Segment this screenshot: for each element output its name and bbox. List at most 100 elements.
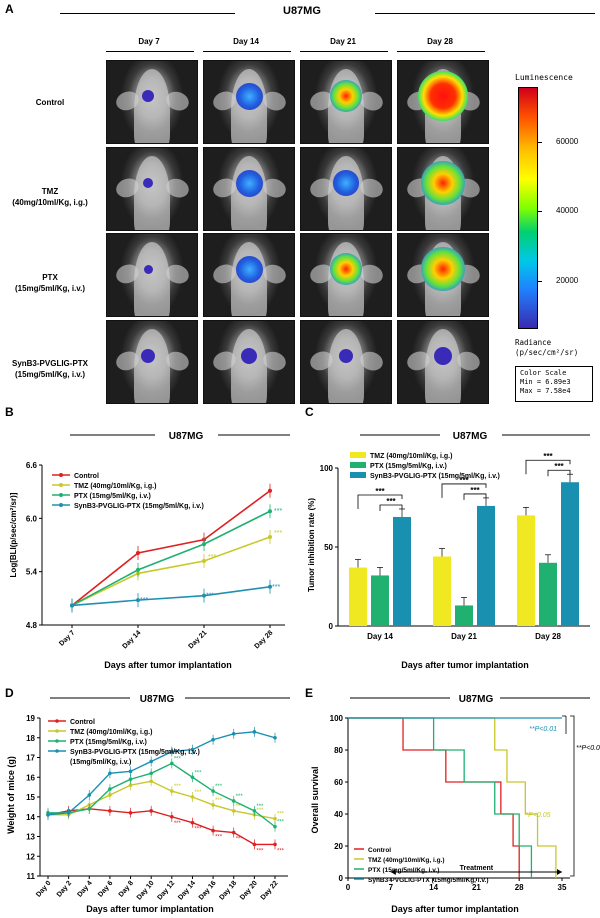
d-significance-mark: *** xyxy=(174,821,182,827)
d-ylabel: Weight of mice (g) xyxy=(6,756,16,834)
e-xtick-label: 21 xyxy=(472,883,481,892)
bli-image xyxy=(106,147,198,231)
d-legend-dot xyxy=(55,729,59,733)
b-point xyxy=(268,584,272,589)
day-line-28 xyxy=(397,51,485,52)
b-legend-label: Control xyxy=(74,473,99,480)
d-point xyxy=(231,809,236,813)
d-point xyxy=(273,824,277,829)
bli-image xyxy=(203,147,295,231)
colorbar-tick-60000: 60000 xyxy=(556,137,579,146)
row-label-tmz-line2: (40mg/10ml/Kg, i.g.) xyxy=(12,198,88,207)
b-xtick-label: Day 14 xyxy=(121,629,142,650)
d-point xyxy=(273,735,277,740)
radiance-label: Radiance (p/sec/cm²/sr) xyxy=(515,338,578,358)
e-ytick-label: 20 xyxy=(334,842,343,851)
d-point xyxy=(87,807,92,811)
b-point xyxy=(70,603,74,608)
d-point xyxy=(170,814,174,819)
d-legend-dot xyxy=(55,719,59,723)
row-label-synb3-line2: (15mg/5ml/Kg, i.v.) xyxy=(14,370,86,379)
b-point xyxy=(202,559,206,563)
d-legend-label: PTX (15mg/5ml/Kg, i.v.) xyxy=(70,739,147,746)
bioluminescence-signal xyxy=(333,170,359,196)
panel-b-chart: U87MG 4.8 5.4 6.0 6.6 Day 7 Day 14 Day 21 Day 2… xyxy=(9,431,290,670)
c-xtick-label: Day 21 xyxy=(451,632,477,641)
b-point xyxy=(136,598,140,603)
bioluminescence-signal xyxy=(235,255,263,283)
d-point xyxy=(108,809,112,813)
d-point xyxy=(211,828,215,833)
d-significance-mark: *** xyxy=(215,784,223,790)
d-ytick-label: 11 xyxy=(27,872,36,881)
row-label-tmz: TMZ (40mg/10ml/Kg, i.g.) xyxy=(0,186,100,208)
c-ytick-label: 100 xyxy=(320,464,334,473)
b-significance-mark: *** xyxy=(274,508,282,515)
d-point xyxy=(170,761,174,766)
b-xtick-label: Day 21 xyxy=(187,629,208,650)
d-point xyxy=(190,795,195,799)
day-label-28: Day 28 xyxy=(427,37,453,46)
c-sig-label: *** xyxy=(386,497,396,506)
d-title: U87MG xyxy=(140,694,175,705)
bli-image xyxy=(300,147,392,231)
b-series-line xyxy=(71,510,271,607)
d-series-line xyxy=(47,731,276,816)
d-point xyxy=(252,730,257,734)
row-label-ptx: PTX (15mg/5ml/Kg, i.v.) xyxy=(0,272,100,294)
e-xtick-label: 7 xyxy=(389,883,394,892)
d-xtick-label: Day 0 xyxy=(35,880,52,899)
bioluminescence-signal xyxy=(235,169,263,197)
e-title: U87MG xyxy=(459,694,494,705)
d-legend-dot xyxy=(55,749,59,753)
bli-image xyxy=(300,60,392,144)
e-ytick-label: 40 xyxy=(334,810,343,819)
d-significance-mark: *** xyxy=(174,756,182,762)
row-label-tmz-line1: TMZ xyxy=(41,187,59,196)
c-bar xyxy=(455,605,473,626)
e-legend-label: PTX (15mg/5ml/Kg, i.v.) xyxy=(368,867,439,874)
b-xlabel: Days after tumor implantation xyxy=(104,660,232,670)
e-pvalue-1: **P<0.01 xyxy=(529,726,557,733)
bli-image xyxy=(106,233,198,317)
d-point xyxy=(149,759,153,764)
d-point xyxy=(273,816,277,821)
d-point xyxy=(190,820,195,825)
bioluminescence-signal xyxy=(329,252,363,286)
d-xtick-label: Day 6 xyxy=(97,880,114,899)
e-ytick-label: 100 xyxy=(330,714,344,723)
d-xtick-label: Day 2 xyxy=(56,880,73,899)
day-line-21 xyxy=(300,51,388,52)
e-series-line xyxy=(348,717,557,878)
d-ytick-label: 13 xyxy=(26,833,35,842)
bli-image xyxy=(300,233,392,317)
d-significance-mark: *** xyxy=(277,848,285,854)
bioluminescence-signal xyxy=(143,264,153,274)
c-sig-bracket xyxy=(357,494,403,509)
d-ytick-label: 15 xyxy=(26,793,35,802)
c-ylabel: Tumor inhibition rate (%) xyxy=(307,498,316,592)
b-ytick-label: 6.6 xyxy=(26,461,38,470)
mouse-silhouette-body xyxy=(425,329,461,403)
d-xtick-label: Day 10 xyxy=(136,880,156,902)
b-point xyxy=(268,535,272,539)
b-series-line xyxy=(71,490,271,607)
panel-a-title-line-left xyxy=(60,13,235,14)
d-series-line xyxy=(48,762,276,828)
panel-a-title: U87MG xyxy=(283,5,321,17)
d-legend-label: Control xyxy=(70,719,95,726)
d-significance-mark: *** xyxy=(277,812,285,818)
b-point xyxy=(268,509,272,514)
c-sig-label: *** xyxy=(554,462,564,471)
d-legend-dot xyxy=(55,739,59,743)
c-bar xyxy=(371,575,389,626)
colorbar-tick-40000: 40000 xyxy=(556,206,579,215)
bioluminescence-signal xyxy=(338,348,354,364)
d-xtick-label: Day 20 xyxy=(239,880,259,902)
colorbar xyxy=(518,87,538,329)
b-point xyxy=(136,567,140,572)
bli-image xyxy=(203,233,295,317)
b-point xyxy=(136,551,140,555)
